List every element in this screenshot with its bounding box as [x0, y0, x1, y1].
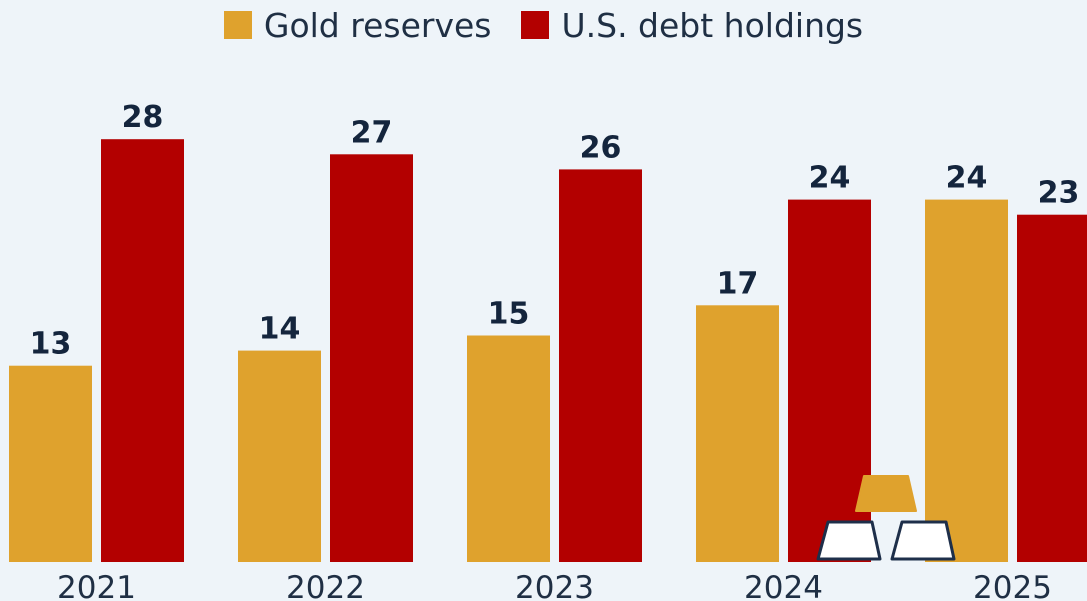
chart-legend: Gold reserves U.S. debt holdings — [0, 0, 1087, 50]
bar-gold-2025 — [925, 199, 1008, 562]
value-label-debt-2025: 23 — [1038, 176, 1080, 211]
x-tick-label-2024: 2024 — [744, 570, 823, 601]
value-label-gold-2025: 24 — [946, 161, 988, 196]
legend-label-debt: U.S. debt holdings — [561, 5, 864, 45]
value-label-debt-2021: 28 — [122, 100, 164, 135]
x-tick-label-2022: 2022 — [286, 570, 365, 601]
bar-debt-2025 — [1017, 214, 1087, 562]
bar-debt-2023 — [559, 169, 642, 562]
x-tick-label-2023: 2023 — [515, 570, 594, 601]
value-label-debt-2022: 27 — [351, 115, 393, 150]
legend-swatch-debt — [521, 11, 550, 39]
x-tick-label-2021: 2021 — [57, 570, 136, 601]
value-label-gold-2023: 15 — [488, 297, 530, 332]
bar-gold-2022 — [238, 350, 321, 562]
bar-gold-2024 — [696, 305, 779, 562]
legend-label-gold: Gold reserves — [263, 5, 492, 45]
legend-item-gold: Gold reserves — [223, 5, 492, 45]
legend-swatch-gold — [223, 11, 252, 39]
bar-debt-2022 — [330, 154, 413, 563]
bar-debt-2021 — [101, 139, 184, 562]
x-tick-label-2025: 2025 — [973, 570, 1052, 601]
gold-bars-icon — [816, 475, 956, 561]
value-label-gold-2021: 13 — [30, 327, 72, 362]
value-label-gold-2022: 14 — [259, 312, 301, 347]
value-label-gold-2024: 17 — [717, 266, 759, 301]
bar-gold-2021 — [9, 365, 92, 562]
legend-item-debt: U.S. debt holdings — [521, 6, 863, 45]
bar-gold-2023 — [467, 335, 550, 562]
value-label-debt-2024: 24 — [809, 161, 851, 196]
value-label-debt-2023: 26 — [580, 130, 622, 165]
